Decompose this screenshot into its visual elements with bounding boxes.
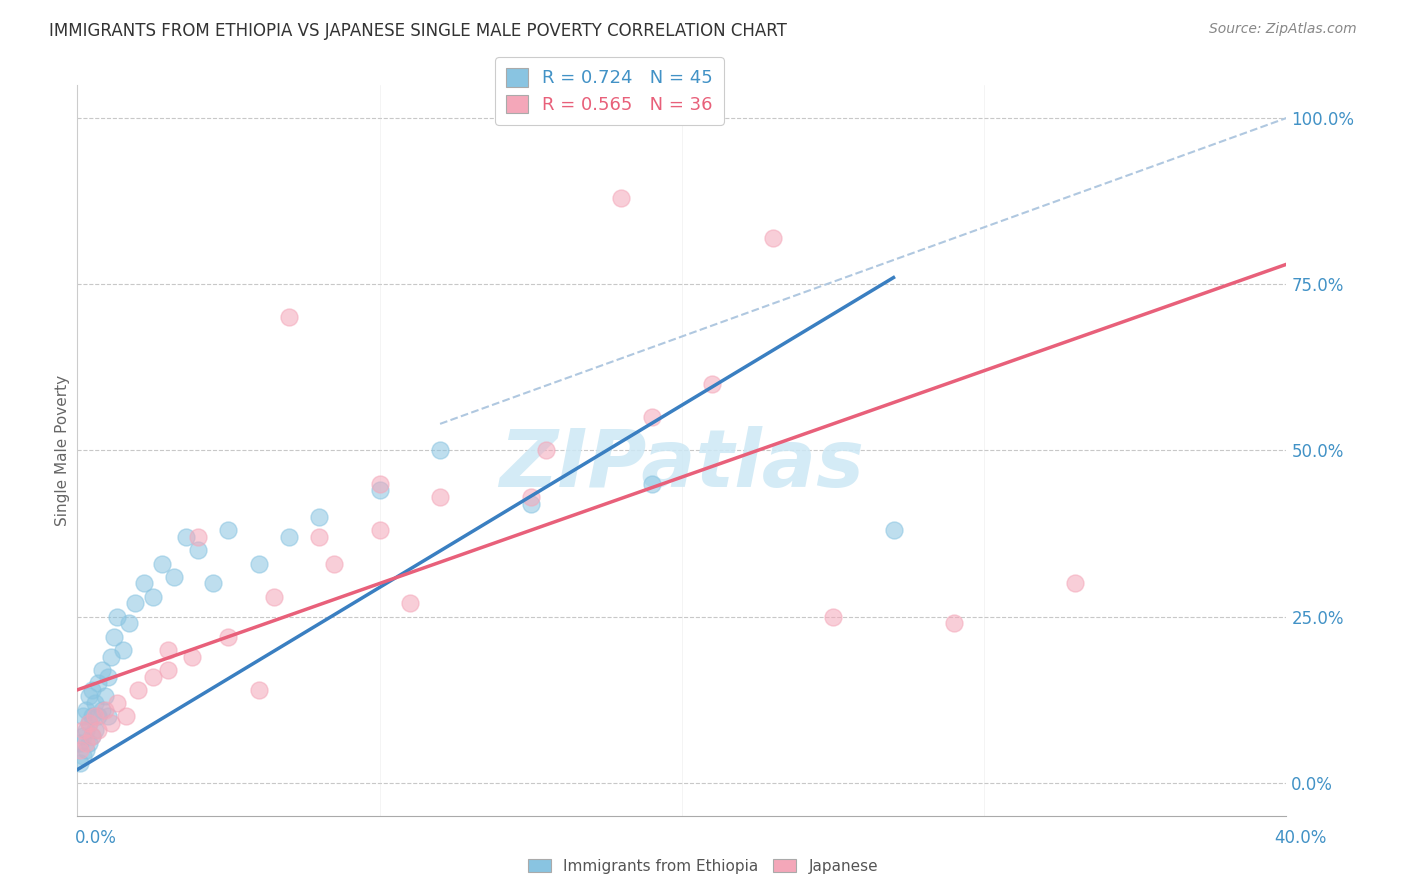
- Point: [79, 736, 101, 750]
- Point: [75, 742, 97, 756]
- Point: [1064, 576, 1087, 591]
- Point: [187, 543, 209, 558]
- Point: [82, 730, 104, 744]
- Point: [69, 756, 91, 770]
- Point: [90, 663, 112, 677]
- Point: [883, 523, 905, 537]
- Point: [118, 616, 141, 631]
- Point: [93, 703, 115, 717]
- Point: [82, 682, 104, 697]
- Point: [100, 716, 122, 731]
- Point: [218, 523, 240, 537]
- Text: 40.0%: 40.0%: [1274, 829, 1327, 847]
- Point: [84, 723, 107, 737]
- Point: [187, 530, 209, 544]
- Point: [202, 576, 225, 591]
- Point: [72, 749, 94, 764]
- Point: [87, 709, 110, 723]
- Point: [278, 530, 301, 544]
- Point: [368, 523, 391, 537]
- Point: [79, 716, 101, 731]
- Point: [150, 557, 173, 571]
- Text: IMMIGRANTS FROM ETHIOPIA VS JAPANESE SINGLE MALE POVERTY CORRELATION CHART: IMMIGRANTS FROM ETHIOPIA VS JAPANESE SIN…: [49, 22, 787, 40]
- Point: [127, 682, 149, 697]
- Point: [942, 616, 965, 631]
- Point: [247, 682, 270, 697]
- Point: [79, 716, 101, 731]
- Point: [181, 649, 204, 664]
- Point: [218, 630, 240, 644]
- Point: [75, 736, 97, 750]
- Point: [84, 696, 107, 710]
- Point: [111, 643, 134, 657]
- Point: [641, 410, 664, 425]
- Point: [157, 663, 180, 677]
- Point: [157, 643, 180, 657]
- Point: [87, 676, 110, 690]
- Point: [142, 669, 165, 683]
- Point: [103, 630, 125, 644]
- Point: [821, 609, 844, 624]
- Point: [762, 230, 785, 244]
- Point: [520, 497, 543, 511]
- Y-axis label: Single Male Poverty: Single Male Poverty: [55, 375, 70, 526]
- Legend: Immigrants from Ethiopia, Japanese: Immigrants from Ethiopia, Japanese: [522, 853, 884, 880]
- Point: [278, 310, 301, 325]
- Text: Source: ZipAtlas.com: Source: ZipAtlas.com: [1209, 22, 1357, 37]
- Point: [84, 709, 107, 723]
- Point: [368, 483, 391, 498]
- Point: [174, 530, 197, 544]
- Point: [100, 649, 122, 664]
- Point: [82, 730, 104, 744]
- Point: [534, 443, 557, 458]
- Legend: R = 0.724   N = 45, R = 0.565   N = 36: R = 0.724 N = 45, R = 0.565 N = 36: [495, 57, 724, 125]
- Point: [75, 723, 97, 737]
- Point: [105, 696, 128, 710]
- Point: [124, 596, 146, 610]
- Point: [132, 576, 155, 591]
- Point: [142, 590, 165, 604]
- Point: [79, 690, 101, 704]
- Point: [702, 376, 724, 391]
- Point: [75, 703, 97, 717]
- Point: [429, 490, 451, 504]
- Point: [114, 709, 136, 723]
- Text: 0.0%: 0.0%: [75, 829, 117, 847]
- Point: [308, 510, 330, 524]
- Point: [87, 723, 110, 737]
- Point: [93, 690, 115, 704]
- Point: [90, 703, 112, 717]
- Point: [641, 476, 664, 491]
- Point: [69, 736, 91, 750]
- Point: [96, 709, 118, 723]
- Point: [263, 590, 285, 604]
- Point: [96, 669, 118, 683]
- Point: [163, 570, 186, 584]
- Point: [368, 476, 391, 491]
- Point: [82, 709, 104, 723]
- Point: [72, 723, 94, 737]
- Point: [520, 490, 543, 504]
- Point: [399, 596, 422, 610]
- Point: [69, 742, 91, 756]
- Point: [323, 557, 346, 571]
- Point: [429, 443, 451, 458]
- Point: [247, 557, 270, 571]
- Point: [72, 730, 94, 744]
- Point: [610, 191, 633, 205]
- Text: ZIPatlas: ZIPatlas: [499, 426, 865, 504]
- Point: [308, 530, 330, 544]
- Point: [72, 709, 94, 723]
- Point: [105, 609, 128, 624]
